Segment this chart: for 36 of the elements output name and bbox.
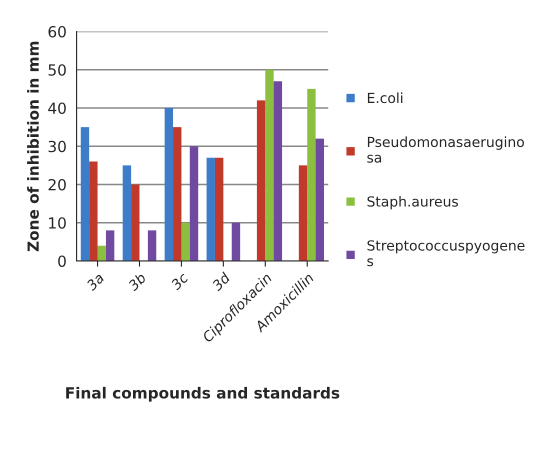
bar xyxy=(131,184,140,261)
bar xyxy=(89,162,98,261)
x-tick-label: 3c xyxy=(170,272,189,291)
bar xyxy=(122,165,132,261)
bar xyxy=(232,222,240,261)
bar xyxy=(214,158,224,261)
bar xyxy=(98,246,106,261)
legend-label: Staph.aureus xyxy=(367,196,458,210)
y-axis-title: Zone of inhibition in mm xyxy=(27,42,39,252)
bar xyxy=(256,100,266,261)
bar xyxy=(173,127,182,261)
x-tick-label: 3b xyxy=(127,272,147,292)
legend-label: E.coli xyxy=(368,92,402,104)
y-tick-label: 60 xyxy=(48,26,66,38)
bar xyxy=(164,108,174,261)
y-tick-label: 20 xyxy=(48,178,66,191)
x-tick-label: 3a xyxy=(85,272,105,292)
legend-label: Pseudomonasaerugino sa xyxy=(367,136,524,163)
x-axis-title: Final compounds and standards xyxy=(66,386,340,402)
y-tick-label: 50 xyxy=(48,64,66,76)
bar xyxy=(181,222,190,261)
bar xyxy=(298,165,308,261)
bar xyxy=(274,81,282,261)
bar xyxy=(148,230,156,261)
bar xyxy=(80,127,90,261)
bar xyxy=(316,138,324,261)
y-tick-label: 0 xyxy=(58,255,66,268)
y-tick-label: 40 xyxy=(48,102,66,114)
bar xyxy=(106,230,114,261)
bar xyxy=(265,70,274,261)
legend-label: Streptococcuspyogene s xyxy=(367,240,524,266)
bar xyxy=(206,158,215,261)
bar xyxy=(190,146,198,261)
y-tick-label: 30 xyxy=(48,140,66,152)
bar xyxy=(307,88,316,261)
y-tick-label: 10 xyxy=(49,217,66,229)
